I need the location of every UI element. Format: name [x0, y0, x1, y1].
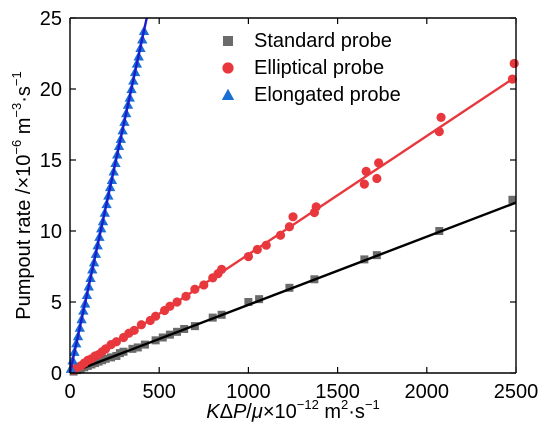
y-title-exponent-1: −6 [9, 140, 24, 155]
y-tick-label: 25 [40, 8, 62, 30]
x-title-units-rest: ·s [348, 401, 365, 423]
x-title-units: m [319, 401, 341, 423]
series-triangle [65, 17, 150, 374]
legend-marker-square [223, 36, 233, 46]
x-tick-label: 1000 [226, 381, 271, 403]
x-title-times: ×10 [263, 401, 297, 423]
x-title-k: K [206, 401, 221, 423]
x-title-delta: Δ [220, 401, 233, 423]
x-tick-label: 1500 [315, 381, 360, 403]
square-point [508, 195, 517, 204]
fit-line-square [69, 201, 517, 375]
x-tick-label: 0 [64, 381, 75, 403]
y-title-exponent-3: −1 [9, 71, 24, 86]
legend-marker-circle [222, 62, 234, 74]
legend: Standard probe Elliptical probe Elongated … [221, 30, 401, 106]
circle-point [359, 179, 369, 189]
y-title-main: Pumpout rate /×10 [13, 155, 35, 320]
series-circle [68, 58, 519, 375]
fit-line-circle [69, 78, 514, 374]
square-point [285, 283, 294, 292]
x-title-mu: μ [251, 401, 263, 423]
x-axis-title: KΔP/μ×10−12 m2·s−1 [206, 397, 380, 423]
circle-point [372, 173, 382, 184]
circle-point [436, 112, 446, 122]
x-tick-label: 500 [143, 381, 176, 403]
x-tick-label: 2000 [405, 381, 450, 403]
x-tick-label: 2500 [494, 381, 539, 403]
legend-marker-triangle [221, 88, 235, 100]
square-point [244, 298, 253, 306]
x-title-exponent: −12 [297, 397, 319, 412]
y-tick-label: 5 [51, 292, 62, 314]
circle-point [288, 212, 298, 222]
ticks-layer: 0 500 1000 1500 2000 2500 0 5 10 15 20 25 [40, 8, 539, 403]
x-title-p: P [233, 401, 247, 423]
axes-layer [69, 17, 517, 374]
x-title-units-exponent: 2 [341, 397, 348, 412]
y-tick-label: 0 [51, 363, 62, 385]
y-title-units-rest: ·s [13, 86, 35, 103]
fit-line-triangle [68, 17, 148, 374]
y-tick-label: 15 [40, 150, 62, 172]
plot-layer [65, 17, 519, 376]
y-tick-label: 10 [40, 221, 62, 243]
y-title-exponent-2: −3 [9, 103, 24, 118]
series-square [69, 195, 517, 376]
y-title-units: m [13, 118, 35, 140]
y-axis-title: Pumpout rate /×10−6 m−3·s−1 [9, 71, 35, 319]
y-tick-label: 20 [40, 79, 62, 101]
legend-label: Elliptical probe [254, 57, 384, 79]
legend-label: Elongated probe [254, 84, 401, 106]
legend-label: Standard probe [254, 30, 392, 52]
x-title-units-rest-exponent: −1 [365, 397, 380, 412]
x-title-slash: / [246, 401, 252, 423]
circle-point [509, 58, 519, 69]
square-point [255, 295, 264, 304]
